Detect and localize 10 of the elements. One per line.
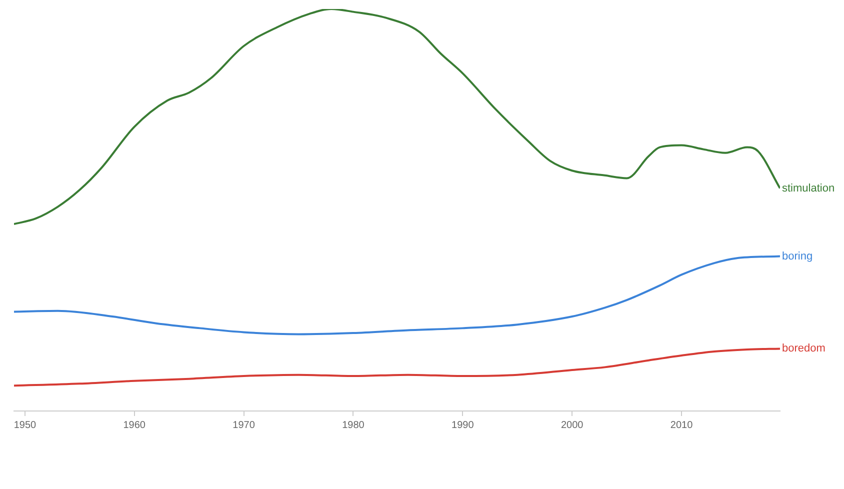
x-tick-label: 2010: [670, 420, 694, 431]
x-tick-label: 1960: [123, 420, 146, 431]
series-label: boring: [782, 250, 813, 262]
series-label: stimulation: [782, 182, 835, 194]
x-tick-label: 1990: [452, 420, 474, 431]
x-tick-label: 1980: [342, 420, 365, 431]
x-tick-label: 2000: [560, 420, 584, 431]
series-label: boredom: [782, 342, 826, 355]
x-tick-label: 1970: [232, 420, 256, 431]
x-tick-label: 1950: [14, 420, 36, 431]
